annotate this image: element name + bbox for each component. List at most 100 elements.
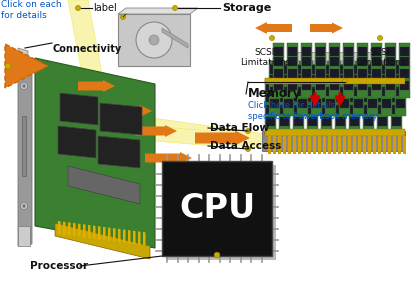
Polygon shape xyxy=(103,227,106,240)
Polygon shape xyxy=(378,83,387,92)
Polygon shape xyxy=(339,61,350,116)
Polygon shape xyxy=(388,136,390,154)
Polygon shape xyxy=(345,60,347,64)
Polygon shape xyxy=(68,106,280,151)
Polygon shape xyxy=(396,75,405,84)
Polygon shape xyxy=(273,136,275,154)
Polygon shape xyxy=(336,83,345,92)
Polygon shape xyxy=(78,224,81,237)
Polygon shape xyxy=(302,69,311,78)
Polygon shape xyxy=(73,223,76,236)
Polygon shape xyxy=(58,221,60,234)
Polygon shape xyxy=(316,57,325,66)
Polygon shape xyxy=(400,81,409,90)
Polygon shape xyxy=(367,61,378,116)
Text: Memory: Memory xyxy=(248,88,301,100)
Polygon shape xyxy=(278,136,280,154)
Polygon shape xyxy=(340,65,349,74)
Circle shape xyxy=(23,84,25,88)
Polygon shape xyxy=(344,81,353,90)
Polygon shape xyxy=(326,99,335,108)
Circle shape xyxy=(270,35,275,40)
Polygon shape xyxy=(100,103,142,135)
Polygon shape xyxy=(298,99,307,108)
Polygon shape xyxy=(358,57,367,66)
Polygon shape xyxy=(58,126,96,158)
Polygon shape xyxy=(262,131,405,151)
Polygon shape xyxy=(309,60,311,64)
Polygon shape xyxy=(358,69,367,78)
Polygon shape xyxy=(68,222,71,236)
Polygon shape xyxy=(322,117,331,126)
Polygon shape xyxy=(381,61,392,116)
Polygon shape xyxy=(287,43,298,98)
Polygon shape xyxy=(354,65,363,74)
Polygon shape xyxy=(381,60,383,64)
Polygon shape xyxy=(284,65,293,74)
Polygon shape xyxy=(325,61,336,116)
Text: CPU: CPU xyxy=(179,192,255,225)
Polygon shape xyxy=(98,226,101,240)
Polygon shape xyxy=(18,56,32,246)
Polygon shape xyxy=(403,136,406,154)
Circle shape xyxy=(245,147,250,151)
Circle shape xyxy=(21,203,28,210)
Polygon shape xyxy=(340,75,349,84)
Polygon shape xyxy=(350,93,359,102)
Polygon shape xyxy=(396,99,405,108)
Polygon shape xyxy=(308,136,310,154)
Polygon shape xyxy=(301,60,303,64)
Polygon shape xyxy=(330,57,339,66)
Polygon shape xyxy=(361,60,363,64)
Polygon shape xyxy=(266,105,275,114)
Polygon shape xyxy=(273,43,284,98)
Polygon shape xyxy=(265,78,405,84)
Polygon shape xyxy=(308,117,317,126)
Polygon shape xyxy=(398,136,400,154)
Polygon shape xyxy=(369,60,371,64)
Polygon shape xyxy=(135,125,177,137)
Circle shape xyxy=(377,35,383,40)
Circle shape xyxy=(5,63,11,69)
Polygon shape xyxy=(88,225,90,238)
Polygon shape xyxy=(354,87,363,96)
Polygon shape xyxy=(83,224,85,237)
Polygon shape xyxy=(386,57,395,66)
Polygon shape xyxy=(343,136,346,154)
Polygon shape xyxy=(335,79,346,134)
Polygon shape xyxy=(288,81,297,90)
Polygon shape xyxy=(395,61,406,116)
Polygon shape xyxy=(255,22,292,34)
Polygon shape xyxy=(385,43,396,98)
Polygon shape xyxy=(78,80,115,92)
Polygon shape xyxy=(357,60,359,64)
Circle shape xyxy=(76,6,81,10)
Polygon shape xyxy=(311,61,322,116)
Circle shape xyxy=(120,14,125,20)
Polygon shape xyxy=(382,87,391,96)
Polygon shape xyxy=(274,81,283,90)
Polygon shape xyxy=(280,93,289,102)
Circle shape xyxy=(245,129,250,133)
Polygon shape xyxy=(396,65,405,74)
Polygon shape xyxy=(386,69,395,78)
Polygon shape xyxy=(363,79,374,134)
Polygon shape xyxy=(358,136,360,154)
Polygon shape xyxy=(288,57,297,66)
Polygon shape xyxy=(368,87,377,96)
Polygon shape xyxy=(358,81,367,90)
Polygon shape xyxy=(143,232,145,245)
Polygon shape xyxy=(22,116,26,176)
Polygon shape xyxy=(313,136,316,154)
Polygon shape xyxy=(308,105,317,114)
Polygon shape xyxy=(354,99,363,108)
Polygon shape xyxy=(133,231,136,244)
Polygon shape xyxy=(368,136,370,154)
Polygon shape xyxy=(283,61,294,116)
Polygon shape xyxy=(373,136,376,154)
Polygon shape xyxy=(392,105,401,114)
Circle shape xyxy=(21,83,28,89)
Polygon shape xyxy=(392,117,401,126)
Polygon shape xyxy=(372,47,381,56)
Polygon shape xyxy=(268,136,270,154)
